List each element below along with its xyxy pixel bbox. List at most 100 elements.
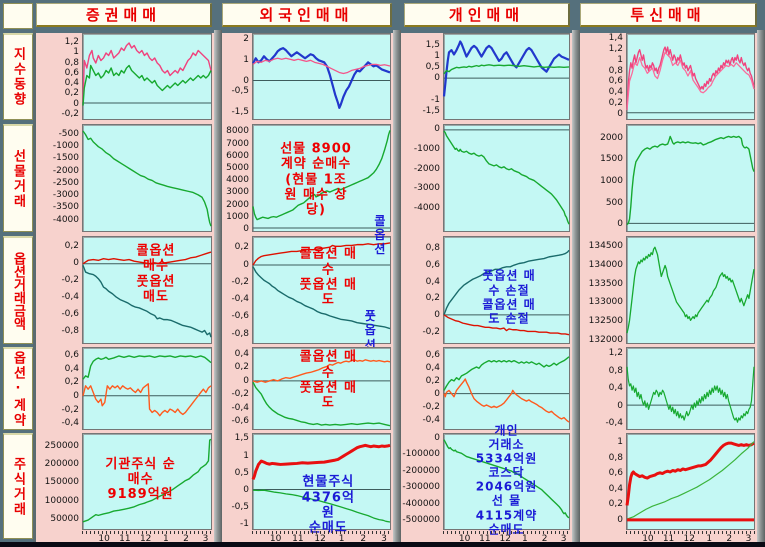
- y-tick-label: 1000: [600, 176, 623, 187]
- y-tick-label: -0,6: [61, 309, 79, 320]
- y-tick-label: -0,8: [231, 328, 249, 339]
- y-tick-label: -2500: [52, 177, 79, 188]
- y-axis: 1,2 1 0,8 0,6 0,4 0,2 0 -0,2: [36, 33, 82, 120]
- x-tick-label: 2: [183, 534, 189, 544]
- chart-foreigners-options-amount: 0,2 0 -0,2 -0,4 -0,6 -0,8 콜옵션 매수 풋옵션 매도 콜옵션 풋옵션: [222, 214, 393, 351]
- x-tick-label: 10: [642, 534, 654, 544]
- column-header-investment-trust[interactable]: 투신매매: [580, 3, 757, 27]
- x-tick-label: 1: [522, 534, 528, 544]
- y-axis: 0,2 0 -0,2 -0,4 -0,6 -0,8: [36, 236, 82, 344]
- data-line: [444, 379, 569, 422]
- chart-foreigners-futures: 8000 7000 6000 5000 4000 3000 2000 1000 0 선물 8900…: [222, 124, 393, 234]
- y-tick-label: 0: [243, 223, 249, 234]
- chart-investment-trust-options-amount: 134500 134000 133500 133000 132500 132000: [580, 236, 757, 345]
- y-tick-label: 0: [243, 484, 249, 495]
- y-tick-label: -3000: [52, 190, 79, 201]
- data-line: [83, 252, 211, 264]
- chart-securities-futures: -500 -1000 -1500 -2000 -2500 -3000 -3500 -4000: [36, 124, 214, 232]
- y-tick-label: 0,2: [425, 375, 440, 386]
- x-axis-months: 10 11 12 1 2 3: [626, 531, 755, 545]
- x-tick-label: 11: [479, 534, 491, 544]
- column-header-individuals[interactable]: 개인매매: [404, 3, 570, 27]
- chart-individuals-index-trend: 1,5 1 0,5 0 -1 -1,5: [401, 33, 572, 120]
- y-tick-label: 5000: [226, 162, 249, 173]
- y-tick-label: -0,2: [61, 404, 79, 415]
- y-tick-label: 0: [243, 75, 249, 86]
- y-tick-label: 0,4: [425, 276, 440, 287]
- data-line: [253, 243, 390, 265]
- chart-individuals-options-contracts: 0,6 0,4 0,2 0 -0,2 -0,4: [401, 347, 572, 430]
- y-tick-label: 7000: [226, 138, 249, 149]
- row-label-index-trend[interactable]: 지수동향: [3, 33, 33, 120]
- y-tick-label: 200000: [44, 459, 79, 470]
- y-tick-label: 2000: [226, 199, 249, 210]
- column-header-securities[interactable]: 증권매매: [36, 3, 212, 27]
- chart-securities-index-trend: 1,2 1 0,8 0,6 0,4 0,2 0 -0,2: [36, 33, 214, 120]
- plot-area: 개인 거래소 5334억원 코스닥 2046억원 선 물 4115계약 순매도: [443, 423, 570, 536]
- column-separator: [393, 30, 401, 547]
- x-tick-label: 12: [499, 534, 511, 544]
- y-tick-label: 0,4: [64, 78, 79, 89]
- y-tick-label: -0,2: [422, 401, 440, 412]
- x-tick-label: 3: [745, 534, 752, 544]
- data-line: [253, 382, 390, 425]
- y-tick-label: 0: [617, 514, 623, 525]
- y-tick-label: -500: [58, 128, 79, 139]
- y-tick-label: 1: [617, 437, 623, 448]
- data-line: [253, 130, 390, 219]
- row-label-futures[interactable]: 선물거래: [3, 124, 33, 232]
- data-line: [253, 360, 390, 382]
- row-label-options-amount[interactable]: 옵션거래금액: [3, 236, 33, 344]
- data-line: [253, 490, 390, 522]
- data-line: [444, 357, 569, 391]
- x-tick-label: 10: [98, 534, 110, 544]
- x-tick-label: 11: [119, 534, 131, 544]
- y-tick-label: 1,2: [608, 44, 623, 55]
- y-tick-label: 0,2: [425, 293, 440, 304]
- data-line: [83, 131, 211, 226]
- row-label-options-contracts[interactable]: 옵션·계약: [3, 347, 33, 430]
- rail-empty-box[interactable]: [3, 3, 33, 29]
- y-tick-label: 1: [243, 54, 249, 65]
- y-tick-label: 0,4: [608, 483, 623, 494]
- y-axis: 0,2 0 -0,2 -0,4 -0,6 -0,8: [222, 236, 252, 344]
- data-line: [444, 440, 569, 518]
- y-tick-label: 0,6: [64, 67, 79, 78]
- y-tick-label: -4000: [52, 214, 79, 225]
- y-tick-label: 0: [434, 310, 440, 321]
- plot-area: [626, 33, 755, 120]
- y-tick-label: 134500: [588, 241, 623, 252]
- data-line: [83, 43, 211, 102]
- plot-area: [82, 33, 212, 120]
- column-header-foreigners[interactable]: 외국인매매: [222, 3, 392, 27]
- chart-securities-options-amount: 0,2 0 -0,2 -0,4 -0,6 -0,8 콜옵션 매수 풋옵션 매도: [36, 236, 214, 344]
- y-tick-label: -0,4: [231, 402, 249, 413]
- data-line: [444, 42, 569, 97]
- data-line: [83, 265, 211, 337]
- y-tick-label: 0,4: [425, 362, 440, 373]
- row-label-stock-trading[interactable]: 주식거래: [3, 433, 33, 539]
- y-tick-label: 0,8: [608, 452, 623, 463]
- x-tick-label: 2: [360, 534, 367, 544]
- chart-individuals-futures: 0 -1000 -2000 -3000 -4000: [401, 124, 572, 232]
- y-tick-label: -0,8: [61, 326, 79, 337]
- data-line: [253, 445, 390, 479]
- x-tick-label: 12: [314, 534, 326, 544]
- rail-divider: [33, 30, 36, 547]
- y-tick-label: 1,5: [234, 433, 249, 444]
- plot-area: [443, 124, 570, 232]
- y-tick-label: -1: [240, 518, 249, 529]
- y-tick-label: -1,5: [422, 106, 440, 117]
- y-tick-label: 0,4: [234, 348, 249, 359]
- x-tick-label: 3: [560, 534, 567, 544]
- y-tick-label: -1,5: [231, 106, 249, 117]
- y-tick-label: 132500: [588, 315, 623, 326]
- y-tick-label: 0: [434, 432, 440, 443]
- panel-individuals: 1,5 1 0,5 0 -1 -1,5 0 -1000 -2000 -3000 -4000 0,8 0,…: [401, 33, 572, 546]
- x-tick-label: 10: [269, 534, 282, 544]
- plot-area: [443, 347, 570, 430]
- plot-area: 콜옵션 매수 풋옵션 매도 콜옵션 풋옵션: [252, 214, 391, 351]
- y-tick-label: 250000: [44, 440, 79, 451]
- y-axis: 0 -1000 -2000 -3000 -4000: [401, 124, 443, 232]
- y-tick-label: -300000: [402, 482, 440, 493]
